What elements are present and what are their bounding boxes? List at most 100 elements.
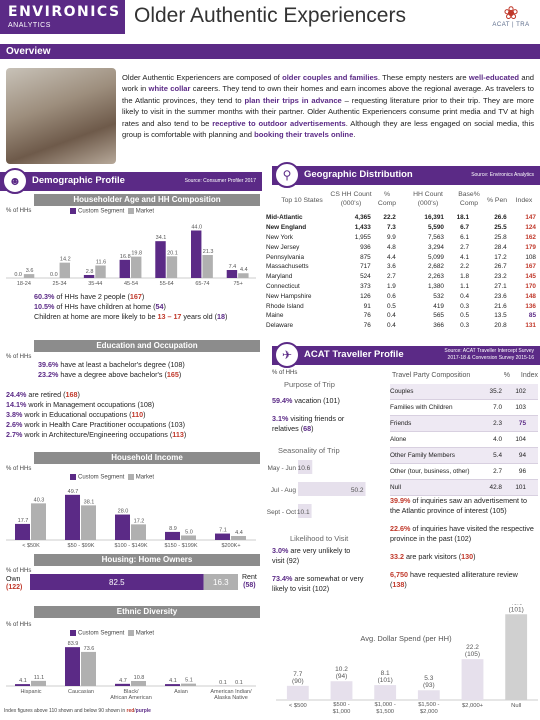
- overview-text-part: – requesting literature prior to their t…: [122, 95, 534, 128]
- geo-cell-pen: 13.5: [494, 312, 507, 320]
- likelihood-stat-1: 3.0% are very unlikely to visit (92): [272, 546, 351, 565]
- right-stat-3: 33.2 are park visitors (130): [390, 552, 476, 561]
- bar-segment: [155, 241, 166, 278]
- data-label: 17.2: [134, 518, 145, 524]
- geo-cell-name: Maine: [266, 312, 284, 320]
- data-label: 0.0: [50, 272, 58, 278]
- data-label: 7.7: [293, 671, 302, 678]
- edu-stats: 39.6% have at least a bachelor's degree …: [38, 360, 260, 380]
- geo-cell-hh: 532: [433, 292, 444, 300]
- tick-label: American Indian/: [210, 689, 252, 695]
- party-pct: 5.4: [493, 452, 502, 459]
- geo-cell-index: 145: [525, 273, 536, 281]
- ethnic-legend-market: Market: [135, 630, 155, 637]
- demographic-header: ☻ Demographic Profile Source: Consumer P…: [0, 168, 262, 194]
- bar-segment: [165, 531, 180, 540]
- bar-market: [31, 503, 46, 540]
- right-stat-4: 6,750 have requested alliterature review…: [390, 570, 518, 589]
- geo-cell-hh: 565: [433, 312, 444, 320]
- acat-right-stats: 39.9% of inquiries saw an advertisement …: [390, 496, 536, 590]
- geo-col-base: Base% Comp: [458, 191, 480, 207]
- occ-stat-5: 2.7% work in Architecture/Engineering oc…: [6, 430, 187, 439]
- data-label: 10.1: [297, 509, 310, 516]
- geo-cell-name: New York: [266, 233, 293, 241]
- data-label: 10.2: [335, 666, 348, 673]
- data-label: 49.7: [68, 489, 79, 495]
- geo-cell-base: 1.8: [460, 273, 470, 281]
- data-label: 5.0: [185, 529, 193, 535]
- data-label: 0.1: [235, 680, 243, 686]
- geo-cell-index: 131: [525, 322, 536, 330]
- geo-cell-base: 0.3: [460, 302, 470, 310]
- tick-label: Alaska Native: [214, 695, 248, 701]
- geo-cell-base: 4.1: [460, 253, 470, 261]
- geo-source: Source: Environics Analytics: [471, 172, 534, 178]
- overview-photo: [6, 68, 116, 164]
- bar-segment: [226, 270, 238, 278]
- overview-text-part: Older Authentic Experiencers are compose…: [122, 73, 283, 82]
- ethnic-ylabel: % of HHs: [6, 622, 32, 628]
- data-label: 0.0: [14, 272, 22, 278]
- geo-cell-hh: 16,391: [424, 214, 444, 222]
- tick-label: < $500: [289, 703, 307, 709]
- tick-label: Jul - Aug: [271, 487, 297, 494]
- bar-market: [131, 680, 146, 686]
- people-icon: ☻: [2, 168, 28, 194]
- geo-cell-pct: 1.9: [386, 282, 396, 290]
- logo-line2: ANALYTICS: [8, 22, 51, 29]
- bar-segment: [115, 683, 130, 686]
- overview-text-part: and work in: [122, 73, 535, 94]
- party-index: 103: [515, 404, 526, 411]
- data-label: 16.8: [120, 254, 131, 260]
- geo-cell-cs: 875: [360, 253, 371, 261]
- bar-own: [30, 574, 204, 590]
- own-label-group: Own (122): [6, 576, 22, 592]
- data-label: 28.0: [118, 509, 129, 515]
- overview-bar: Overview: [0, 44, 540, 59]
- overview-text-part: .: [353, 130, 356, 140]
- acat-logo: ❀ ACAT | TRA: [488, 4, 534, 34]
- ethnic-legend-swatch-market: [127, 630, 134, 636]
- income-chart: 17.7 40.3 < $50K 49.7 38.1 $50 - $99K 28.0 17.2…: [6, 489, 256, 549]
- party-pct: 4.0: [493, 436, 502, 443]
- spend-head: Avg. Dollar Spend (per HH): [360, 634, 452, 643]
- geo-col-hh: HH Count (000's): [413, 191, 443, 207]
- party-row: Friends 2.3 75: [390, 416, 538, 432]
- data-label: 83.9: [68, 641, 79, 647]
- bar-segment: [215, 533, 230, 540]
- geo-cell-cs: 76: [363, 322, 371, 330]
- party-table: Couples 35.2 102 Families with Children 7.0 1…: [390, 384, 538, 496]
- geo-cell-cs: 91: [363, 302, 371, 310]
- geo-cell-hh: 5,590: [427, 224, 444, 232]
- bar-market: [131, 256, 142, 278]
- geo-cell-pct: 0.6: [386, 292, 396, 300]
- overview-text-part: . Although they are less engaged on soci…: [122, 118, 534, 140]
- data-label: 2.8: [86, 269, 94, 275]
- edu-stat-2: 23.2% have a degree above bachelor's (16…: [38, 370, 182, 379]
- geo-cell-pen: 21.6: [494, 302, 507, 310]
- ethnic-chart: 4.1 11.1 Hispanic 83.9 73.6 Caucasian 4.7 10.8 B…: [6, 641, 256, 701]
- tick-label: 25-34: [53, 281, 67, 287]
- geo-cell-name: New Hampshire: [266, 292, 312, 300]
- spend-bar: [417, 690, 440, 700]
- spend-bar: [330, 681, 353, 700]
- geo-cell-index: 124: [525, 224, 536, 232]
- geo-cell-pen: 20.8: [494, 322, 507, 330]
- geo-cell-hh: 419: [433, 302, 444, 310]
- geo-cell-name: Delaware: [266, 322, 293, 330]
- geo-col-heads: Top 10 States CS HH Count (000's) % Comp…: [276, 190, 538, 210]
- geo-cell-name: Massachusetts: [266, 263, 309, 271]
- geo-cell-index: 167: [525, 263, 536, 271]
- geo-cell-index: 85: [528, 312, 536, 320]
- purpose-stats: 59.4% vacation (101) 3.1% visiting frien…: [272, 396, 362, 434]
- data-label: 14.2: [60, 257, 71, 263]
- bar-market: [81, 505, 96, 540]
- spend-bar: [286, 685, 309, 700]
- data-label: 10.8: [134, 675, 145, 681]
- data-label: 17.7: [18, 518, 29, 524]
- bar-market: [95, 265, 106, 278]
- data-label: 22.2: [466, 644, 479, 651]
- tick-label: Asian: [174, 689, 188, 695]
- spend-bar: [374, 685, 397, 700]
- geo-row: Mid-Atlantic 4,365 22.2 16,391 18.1 26.6 147: [264, 213, 538, 223]
